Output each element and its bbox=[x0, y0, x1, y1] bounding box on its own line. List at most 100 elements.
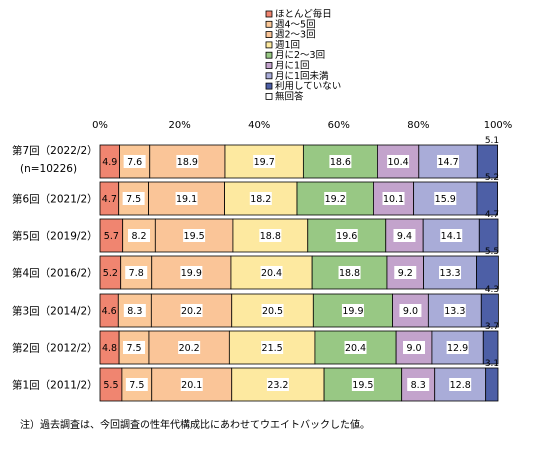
data-label: 10.4 bbox=[388, 157, 409, 168]
data-label-bg bbox=[125, 266, 148, 279]
data-label-bg bbox=[266, 378, 289, 391]
legend-label: 週4～5回 bbox=[275, 18, 316, 30]
data-label-bg bbox=[329, 155, 352, 168]
data-label-bg bbox=[382, 192, 405, 205]
data-label-bg bbox=[180, 266, 203, 279]
footnote: 注）過去調査は、今回調査の性年代構成比にあわせてウエイトバックした値。 bbox=[20, 418, 370, 431]
category-label: 第4回（2016/2） bbox=[12, 267, 98, 280]
data-label: 9.0 bbox=[406, 343, 421, 354]
data-label: 18.9 bbox=[177, 157, 198, 168]
data-label: 18.8 bbox=[339, 268, 360, 279]
data-label-bg bbox=[102, 266, 119, 279]
data-label-bg bbox=[180, 378, 203, 391]
legend-label: 週2～3回 bbox=[275, 29, 316, 41]
data-label: 15.9 bbox=[435, 194, 456, 205]
data-label-bg bbox=[437, 155, 460, 168]
data-label: 7.5 bbox=[126, 343, 141, 354]
bar-segment bbox=[480, 293, 499, 328]
legend-label: 週1回 bbox=[275, 39, 300, 51]
data-label: 8.3 bbox=[411, 380, 426, 391]
data-label: 12.9 bbox=[447, 343, 468, 354]
data-label: 4.7 bbox=[485, 210, 499, 220]
data-label-bg bbox=[439, 266, 462, 279]
data-label: 19.2 bbox=[325, 194, 346, 205]
data-label: 19.9 bbox=[181, 268, 202, 279]
data-label: 9.4 bbox=[397, 231, 412, 242]
data-label-bg bbox=[261, 341, 284, 354]
data-label-bg bbox=[399, 304, 422, 317]
data-label: 8.3 bbox=[127, 306, 142, 317]
data-label-bg bbox=[180, 304, 203, 317]
data-label: 20.2 bbox=[179, 343, 200, 354]
data-label-bg bbox=[176, 155, 199, 168]
data-label: 5.2 bbox=[103, 268, 118, 279]
data-label-bg bbox=[407, 378, 430, 391]
legend-swatch bbox=[265, 93, 273, 100]
bar-segment bbox=[478, 218, 499, 253]
x-tick-label: 20% bbox=[168, 120, 190, 131]
data-label: 23.2 bbox=[267, 380, 288, 391]
data-label: 5.2 bbox=[485, 173, 499, 183]
data-label-bg bbox=[341, 304, 364, 317]
y-axis-labels: 第7回（2022/2） (n=10226) 第6回（2021/2） 第5回（2019/… bbox=[12, 144, 98, 392]
data-label: 20.4 bbox=[345, 343, 366, 354]
data-label-bg bbox=[440, 229, 463, 242]
legend-label: 無回答 bbox=[275, 90, 304, 102]
data-label: 18.2 bbox=[250, 194, 271, 205]
data-label: 19.1 bbox=[176, 194, 197, 205]
data-label: 7.5 bbox=[129, 380, 144, 391]
data-label-bg bbox=[335, 229, 358, 242]
legend-swatch bbox=[265, 62, 273, 69]
legend-swatch bbox=[265, 20, 273, 28]
data-label-bg bbox=[253, 155, 276, 168]
x-tick-label: 80% bbox=[407, 120, 429, 131]
legend-label: 利用していない bbox=[275, 80, 341, 92]
legend-swatch bbox=[265, 72, 273, 80]
data-label: 4.7 bbox=[102, 194, 117, 205]
data-label: 20.2 bbox=[181, 306, 202, 317]
legend-swatch bbox=[265, 82, 273, 90]
data-label-bg bbox=[123, 304, 146, 317]
legend-swatch bbox=[265, 31, 273, 39]
category-label: 第5回（2019/2） bbox=[12, 230, 98, 243]
data-label-bg bbox=[122, 192, 145, 205]
data-label: 14.7 bbox=[437, 157, 458, 168]
bar-segment bbox=[482, 330, 499, 365]
data-label-bg bbox=[123, 341, 146, 354]
data-label: 9.0 bbox=[403, 306, 418, 317]
data-label: 18.6 bbox=[330, 157, 351, 168]
data-label-bg bbox=[338, 266, 361, 279]
x-tick-label: 40% bbox=[248, 120, 270, 131]
data-label-bg bbox=[434, 192, 457, 205]
data-label: 3.7 bbox=[485, 322, 499, 332]
data-label-bg bbox=[103, 229, 120, 242]
legend-swatch bbox=[265, 51, 273, 59]
legend-swatch bbox=[265, 41, 273, 49]
data-label-bg bbox=[123, 155, 146, 168]
data-label: 21.5 bbox=[262, 343, 283, 354]
data-label-bg bbox=[446, 341, 469, 354]
bars: 4.9 7.6 18.9 19.7 18.6 10.4 14.7 5.1 4.7 7.5 19.1 1… bbox=[99, 136, 499, 402]
x-axis: 0% 20% 40% 60% 80% 100% bbox=[92, 120, 512, 131]
data-label-bg bbox=[387, 155, 410, 168]
data-label-bg bbox=[394, 266, 417, 279]
category-sublabel: (n=10226) bbox=[20, 163, 77, 175]
data-label: 9.2 bbox=[398, 268, 413, 279]
data-label-bg bbox=[178, 341, 201, 354]
data-label-bg bbox=[393, 229, 416, 242]
data-label-bg bbox=[443, 304, 466, 317]
bar-segment bbox=[476, 255, 499, 290]
data-label: 5.5 bbox=[103, 380, 118, 391]
data-label: 4.9 bbox=[102, 157, 117, 168]
data-label: 7.8 bbox=[129, 268, 144, 279]
bar-segment bbox=[476, 181, 499, 216]
data-label-bg bbox=[101, 341, 118, 354]
data-label: 4.6 bbox=[102, 306, 117, 317]
data-label-bg bbox=[125, 378, 148, 391]
data-label: 8.2 bbox=[131, 231, 146, 242]
data-label-bg bbox=[344, 341, 367, 354]
data-label: 3.1 bbox=[485, 359, 499, 369]
data-label: 19.6 bbox=[336, 231, 357, 242]
data-label-bg bbox=[324, 192, 347, 205]
